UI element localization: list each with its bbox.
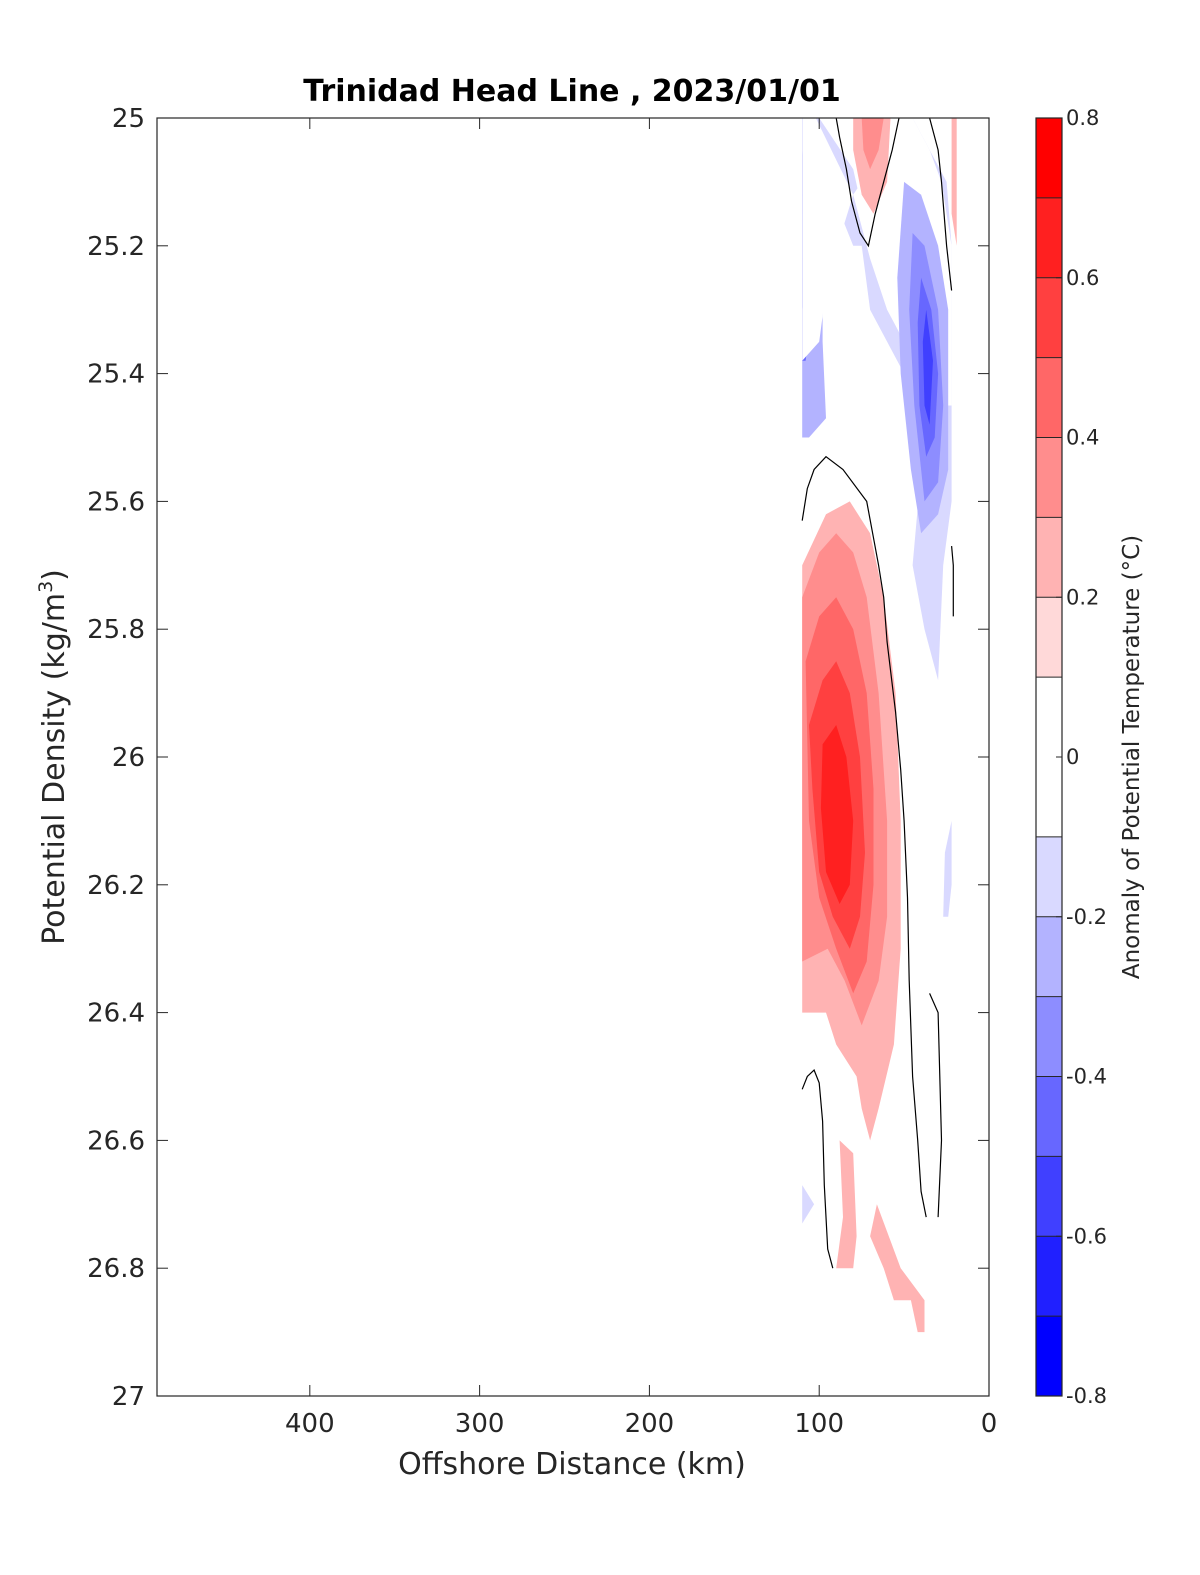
colorbar-swatch [1036,916,1062,997]
contour-region-20 [943,820,952,917]
colorbar-tick-label: 0.2 [1066,585,1099,609]
zero-contour-line-2 [801,455,927,1218]
colorbar-tick-label: -0.2 [1066,905,1107,929]
contour-region-16 [820,725,854,904]
axis-ticks: 400 300 200 100 0 25 25.2 25.4 25.6 25.8 26 26.2 26.… [87,104,997,1439]
zero-contour-line-5 [951,546,954,617]
colorbar-swatch [1036,836,1062,917]
colorbar-tick-label: -0.4 [1066,1065,1107,1089]
x-tick-label: 0 [981,1409,998,1439]
colorbar-swatch [1036,517,1062,598]
colorbar-swatch [1036,1156,1062,1237]
colorbar-swatch [1036,437,1062,518]
contour-region-8 [922,309,933,425]
zero-contour-line-1 [929,118,953,291]
y-tick-label: 26.4 [87,999,145,1029]
y-tick-label: 26.6 [87,1126,145,1156]
y-tick-label: 27 [112,1382,145,1412]
colorbar-swatch [1036,357,1062,438]
y-tick-label: 26.8 [87,1254,145,1284]
zero-contour-line-0 [835,118,900,248]
y-axis-label-superscript: 3 [35,581,57,593]
colorbar-label: Anomaly of Potential Temperature (°C) [1119,535,1145,979]
colorbar-tick-label: 0.8 [1066,106,1099,130]
y-axis-label-close: ) [37,569,72,581]
y-tick-label: 25 [112,104,145,134]
zero-contour-layer [801,118,954,1269]
contour-fill-layer [802,118,957,1333]
y-tick-label: 26.2 [87,871,145,901]
y-axis-label-text: Potential Density (kg/m [37,593,72,945]
y-axis-label: Potential Density (kg/m3) [35,569,72,945]
contour-region-11 [951,118,957,246]
contour-region-19 [802,1185,815,1224]
colorbar-tick-label: 0.6 [1066,266,1099,290]
y-tick-label: 25.8 [87,615,145,645]
colorbar-swatch [1036,1316,1062,1396]
x-tick-label: 300 [455,1409,505,1439]
y-tick-label: 26 [112,743,145,773]
contour-region-10 [861,118,884,170]
colorbar-swatch [1036,277,1062,358]
chart-title: Trinidad Head Line , 2023/01/01 [303,74,840,109]
colorbar-tick-label: -0.8 [1066,1384,1107,1408]
colorbar-tick-label: 0.4 [1066,426,1099,450]
zero-contour-line-3 [801,1069,834,1269]
colorbar-swatch [1036,197,1062,278]
x-tick-label: 400 [285,1409,335,1439]
x-tick-label: 200 [625,1409,675,1439]
y-tick-label: 25.6 [87,487,145,517]
contour-region-18 [870,1204,925,1333]
colorbar-tick-label: -0.6 [1066,1224,1107,1248]
x-tick-label: 100 [794,1409,844,1439]
colorbar-swatch [1036,597,1062,678]
y-tick-label: 25.4 [87,360,145,390]
colorbar: 0.8 0.6 0.4 0.2 0 -0.2 -0.4 -0.6 -0.8 [1035,106,1107,1408]
colorbar-swatch [1036,1076,1062,1157]
colorbar-swatch [1036,1236,1062,1317]
colorbar-swatch [1036,118,1062,198]
colorbar-swatch [1036,996,1062,1077]
zero-contour-line-4 [929,993,943,1218]
y-tick-label: 25.2 [87,232,145,262]
colorbar-tick-label: 0 [1066,745,1079,769]
contour-region-17 [836,1140,857,1269]
x-axis-label: Offshore Distance (km) [398,1447,746,1482]
